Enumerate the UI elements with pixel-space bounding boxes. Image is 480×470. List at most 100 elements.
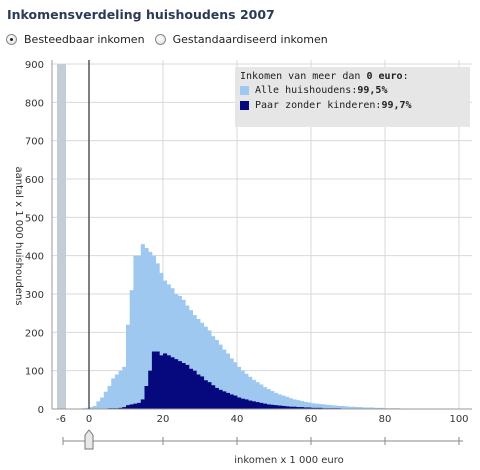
bar-all-households <box>266 389 271 409</box>
bar-couples-no-children <box>311 407 316 409</box>
bar-all-households <box>307 402 312 409</box>
bar-all-households <box>311 403 316 409</box>
bar-couples-no-children <box>274 405 279 409</box>
bar-all-households <box>137 255 142 409</box>
bar-all-households <box>262 387 267 409</box>
legend-label-all: Alle huishoudens: <box>255 85 358 96</box>
radio-besteedbaar-label[interactable]: Besteedbaar inkomen <box>24 32 145 46</box>
bar-couples-no-children <box>262 403 267 409</box>
bar-all-households <box>103 391 108 409</box>
bar-couples-no-children <box>237 397 242 409</box>
bar-couples-no-children <box>303 407 308 409</box>
bar-all-households <box>107 386 112 409</box>
bar-all-households <box>377 407 382 409</box>
bar-all-households <box>200 322 205 409</box>
bar-couples-no-children <box>133 403 138 409</box>
bar-all-households <box>177 295 182 409</box>
chart-axes <box>51 60 472 410</box>
bar-couples-no-children <box>240 398 245 409</box>
bar-couples-no-children <box>166 355 171 409</box>
bar-all-households <box>222 349 227 409</box>
bar-all-households <box>111 378 116 409</box>
bar-all-households <box>148 251 153 409</box>
bar-couples-no-children <box>170 357 175 409</box>
bar-all-households <box>211 336 216 409</box>
x-tick-label: 80 <box>379 414 392 425</box>
bar-all-households <box>366 407 371 409</box>
bars-couples-no-children <box>96 351 378 409</box>
bar-all-households <box>281 395 286 409</box>
bar-all-households <box>270 390 275 409</box>
bar-all-households <box>336 405 341 409</box>
bar-all-households <box>240 370 245 409</box>
bar-all-households <box>192 315 197 409</box>
bar-all-households <box>218 344 223 409</box>
bar-all-households <box>255 382 260 409</box>
income-type-selector: Besteedbaar inkomen Gestandaardiseerd in… <box>6 31 338 47</box>
bar-couples-no-children <box>188 368 193 409</box>
bar-all-households <box>251 379 256 409</box>
bar-all-households <box>259 384 264 409</box>
radio-gestandaardiseerd[interactable] <box>154 33 166 45</box>
bar-couples-no-children <box>118 407 123 409</box>
bar-all-households <box>170 288 175 409</box>
legend-label-paar: Paar zonder kinderen: <box>255 100 382 111</box>
bar-all-households <box>144 248 149 409</box>
chart-legend: Inkomen van meer dan 0 euro: Alle huisho… <box>235 67 470 127</box>
bar-all-households <box>229 358 234 409</box>
bar-all-households <box>292 399 297 409</box>
bar-couples-no-children <box>255 402 260 409</box>
bar-couples-no-children <box>285 406 290 409</box>
bar-couples-no-children <box>296 407 301 409</box>
bar-couples-no-children <box>218 389 223 409</box>
bar-couples-no-children <box>181 363 186 409</box>
bar-all-households <box>285 396 290 409</box>
radio-gestandaardiseerd-label[interactable]: Gestandaardiseerd inkomen <box>172 32 328 46</box>
bar-couples-no-children <box>129 404 134 409</box>
income-slider[interactable] <box>62 429 463 450</box>
bar-couples-no-children <box>225 392 230 409</box>
x-axis-label: inkomen x 1 000 euro <box>234 455 343 466</box>
radio-besteedbaar[interactable] <box>6 33 17 45</box>
y-tick-label: 300 <box>25 290 44 301</box>
y-tick-label: 900 <box>25 60 44 71</box>
bar-all-households <box>277 394 282 409</box>
x-tick-label: -6 <box>56 414 66 425</box>
bar-all-households <box>140 244 145 409</box>
bar-all-households <box>237 366 242 409</box>
bar-couples-no-children <box>288 406 293 409</box>
bar-couples-no-children <box>229 394 234 409</box>
bar-all-households <box>155 263 160 409</box>
bar-all-households <box>348 406 353 409</box>
bar-couples-no-children <box>185 364 190 409</box>
legend-pct-paar: 99,7% <box>381 100 412 111</box>
bar-all-households <box>351 406 356 409</box>
bar-couples-no-children <box>233 395 238 409</box>
bar-couples-no-children <box>144 386 149 409</box>
bar-all-households <box>248 376 253 409</box>
overflow-bar-group <box>57 64 66 409</box>
bar-all-households <box>114 374 119 409</box>
bar-couples-no-children <box>314 407 319 409</box>
bar-couples-no-children <box>200 376 205 409</box>
bar-couples-no-children <box>196 374 201 409</box>
x-tick-label: 100 <box>449 414 468 425</box>
bar-couples-no-children <box>244 399 249 409</box>
bar-couples-no-children <box>137 402 142 409</box>
bar-couples-no-children <box>248 400 253 409</box>
bar-all-households <box>325 404 330 409</box>
bar-all-households <box>340 405 345 409</box>
bar-all-households <box>322 404 327 409</box>
bar-couples-no-children <box>192 370 197 409</box>
bar-all-households <box>333 405 338 409</box>
x-tick-label: 40 <box>231 414 244 425</box>
x-tick-labels: -6 0 20 40 60 80 100 <box>56 414 469 425</box>
bar-couples-no-children <box>126 405 131 409</box>
slider-handle[interactable] <box>84 429 94 450</box>
y-axis-label: aantal x 1 000 huishoudens <box>13 166 24 305</box>
y-tick-label: 600 <box>25 175 44 186</box>
bar-all-households <box>244 373 249 409</box>
y-tick-label: 0 <box>38 405 44 416</box>
legend-heading: Inkomen van meer dan 0 euro: <box>240 71 409 82</box>
